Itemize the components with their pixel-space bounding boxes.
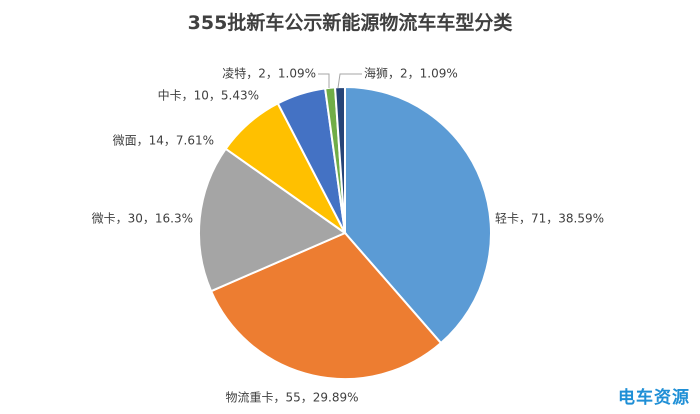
pie-slice-2 [209, 231, 443, 380]
watermark-logo: 电车资源 [618, 388, 690, 408]
pie-slice-7 [333, 85, 346, 234]
data-label-1: 轻卡，71，38.59% [495, 212, 604, 226]
data-label-7: 海狮，2，1.09% [364, 66, 458, 81]
data-label-4: 微面，14，7.61% [113, 134, 214, 148]
leader-line-6 [318, 73, 330, 88]
pie-slice-3 [197, 147, 348, 293]
data-label-3: 微卡，30，16.3% [92, 212, 193, 226]
pie-slice-1 [344, 85, 492, 345]
leader-line-7 [337, 73, 362, 89]
chart-title: 355批新车公示新能源物流车车型分类 [187, 12, 513, 34]
data-label-6: 凌特，2，1.09% [222, 66, 316, 81]
data-label-5: 中卡，10，5.43% [158, 88, 259, 103]
data-label-2: 物流重卡，55，29.89% [225, 391, 358, 405]
